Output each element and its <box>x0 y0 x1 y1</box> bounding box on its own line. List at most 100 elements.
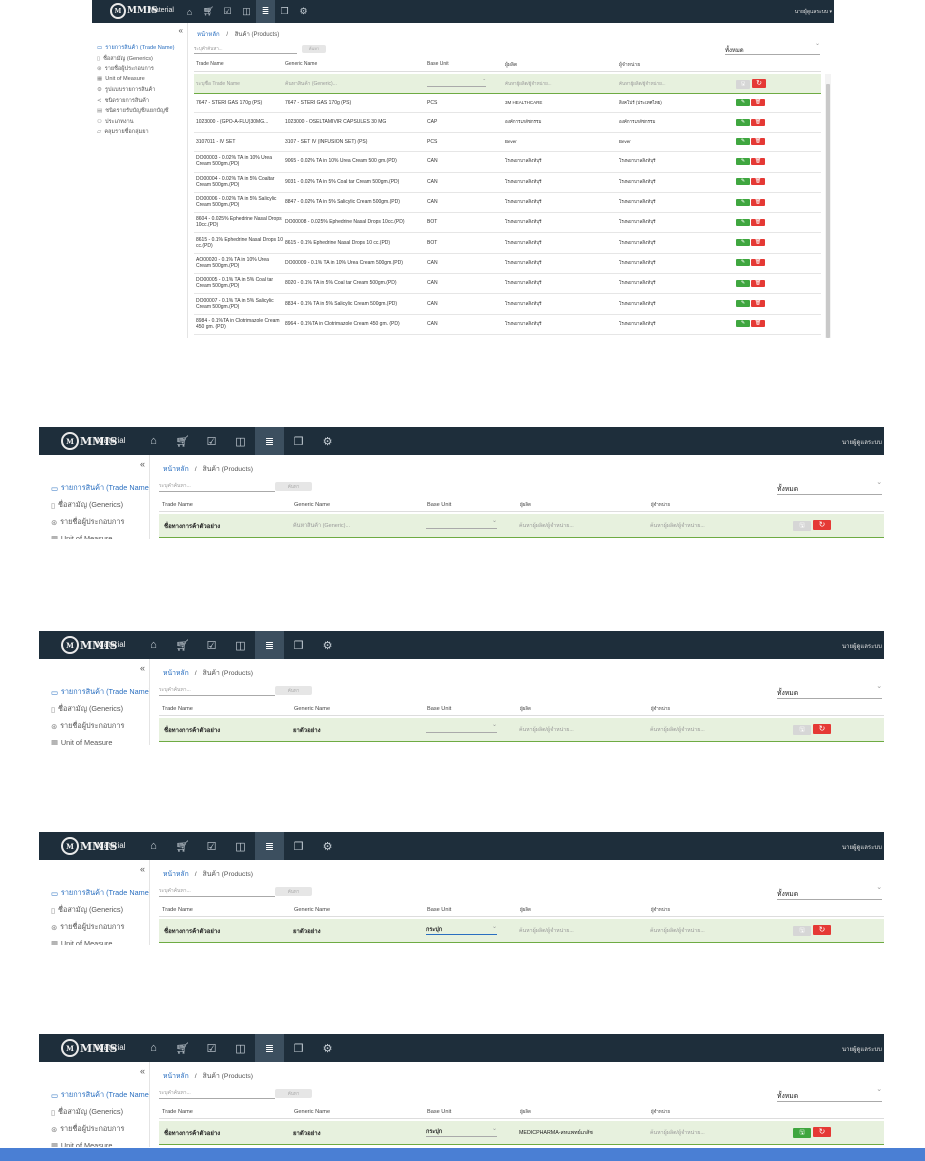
distributor-input[interactable]: ค้นหาผู้ผลิต/ผู้จำหน่าย... <box>650 522 705 529</box>
save-button[interactable]: 🖫︎ <box>793 1128 811 1138</box>
trade-name-input[interactable]: ชื่อทางการค้าตัวอย่าง <box>164 1130 221 1137</box>
search-button[interactable]: ค้นหา <box>302 45 326 53</box>
sidebar-item-2[interactable]: ⊛ รายชื่อผู้ประกอบการ <box>51 922 124 933</box>
trade-name-input[interactable]: ชื่อทางการค้าตัวอย่าง <box>164 727 221 734</box>
check-box-icon[interactable]: ☑ <box>206 639 217 652</box>
card-icon[interactable]: ◫ <box>235 639 246 652</box>
edit-button[interactable]: ✎ <box>736 320 750 328</box>
card-icon[interactable]: ◫ <box>235 435 246 448</box>
sidebar-item-1[interactable]: ▯ ชื่อสามัญ (Generics) <box>51 704 123 715</box>
sidebar-item-0[interactable]: ▭ รายการสินค้า (Trade Name) <box>51 687 149 698</box>
status-filter-select[interactable]: ทั้งหมด ⌄ <box>777 1086 882 1102</box>
base-unit-select[interactable]: ⌄ <box>425 79 503 89</box>
home-icon[interactable]: ⌂ <box>150 840 157 852</box>
document-icon[interactable]: ❒ <box>280 6 289 16</box>
sidebar-item-0[interactable]: ▭ รายการสินค้า (Trade Name) <box>51 1090 149 1101</box>
trade-name-input[interactable]: ชื่อทางการค้าตัวอย่าง <box>164 928 221 935</box>
base-unit-select[interactable]: ⌄ <box>424 724 517 735</box>
generic-name-input[interactable]: ยาตัวอย่าง <box>293 1130 321 1137</box>
gear-icon[interactable]: ⚙ <box>299 6 308 16</box>
delete-button[interactable]: 🗑︎ <box>751 218 765 226</box>
database-icon[interactable]: ≣ <box>255 1034 284 1062</box>
collapse-sidebar-button[interactable]: « <box>139 1066 145 1076</box>
check-box-icon[interactable]: ☑ <box>223 6 232 16</box>
collapse-sidebar-button[interactable]: « <box>139 663 145 673</box>
sidebar-item-2[interactable]: ⊛ รายชื่อผู้ประกอบการ <box>51 517 124 528</box>
delete-button[interactable]: 🗑︎ <box>751 138 765 146</box>
sidebar-item-3[interactable]: ▦ Unit of Measure <box>51 534 112 539</box>
generic-name-input[interactable]: ค้นหาสินค้า (Generic)... <box>285 80 337 87</box>
gear-icon[interactable]: ⚙ <box>322 840 333 853</box>
edit-button[interactable]: ✎ <box>736 118 750 126</box>
refresh-button[interactable]: ↻ <box>813 520 831 530</box>
document-icon[interactable]: ❒ <box>293 840 304 853</box>
sidebar-item-2[interactable]: ⊛ รายชื่อผู้ประกอบการ <box>51 721 124 732</box>
edit-button[interactable]: ✎ <box>736 218 750 226</box>
manufacturer-input[interactable]: ค้นหาผู้ผลิต/ผู้จำหน่าย... <box>519 927 574 934</box>
search-input[interactable]: ระบุคำค้นหา... <box>159 482 275 492</box>
edit-button[interactable]: ✎ <box>736 259 750 267</box>
cart-icon[interactable]: 🛒︎ <box>175 639 190 652</box>
sidebar-item-1[interactable]: ▯ ชื่อสามัญ (Generics) <box>51 1107 123 1118</box>
manufacturer-input[interactable]: MEDICPHARMA-สหแพทย์เภสัช <box>519 1129 593 1136</box>
generic-name-input[interactable]: ยาตัวอย่าง <box>293 727 321 734</box>
card-icon[interactable]: ◫ <box>242 6 251 16</box>
search-button[interactable]: ค้นหา <box>275 887 312 896</box>
distributor-input[interactable]: ค้นหาผู้ผลิต/ผู้จำหน่าย... <box>650 726 705 733</box>
user-menu[interactable]: นายผู้ดูแลระบบ <box>841 644 882 650</box>
user-menu[interactable]: นายผู้ดูแลระบบ ▾ <box>794 9 832 15</box>
save-button[interactable]: 🖫︎ <box>793 725 811 735</box>
user-menu[interactable]: นายผู้ดูแลระบบ <box>841 845 882 851</box>
sidebar-item-1[interactable]: ▯ ชื่อสามัญ (Generics) <box>51 905 123 916</box>
sidebar-item-0[interactable]: ▭ รายการสินค้า (Trade Name) <box>97 44 175 52</box>
search-button[interactable]: ค้นหา <box>275 686 312 695</box>
search-input[interactable]: ระบุคำค้นหา... <box>159 887 275 897</box>
edit-button[interactable]: ✎ <box>736 300 750 308</box>
search-input[interactable]: ระบุคำค้นหา... <box>194 45 297 54</box>
sidebar-item-7[interactable]: ⚇ ประเภทงาน <box>97 118 134 126</box>
search-input[interactable]: ระบุคำค้นหา... <box>159 1089 275 1099</box>
check-box-icon[interactable]: ☑ <box>206 1042 217 1055</box>
sidebar-item-3[interactable]: ▦ Unit of Measure <box>97 76 145 82</box>
delete-button[interactable]: 🗑︎ <box>751 178 765 186</box>
home-icon[interactable]: ⌂ <box>150 1042 157 1054</box>
delete-button[interactable]: 🗑︎ <box>751 279 765 287</box>
user-menu[interactable]: นายผู้ดูแลระบบ <box>841 440 882 446</box>
distributor-input[interactable]: ค้นหาผู้ผลิต/ผู้จำหน่าย... <box>650 927 705 934</box>
delete-button[interactable]: 🗑︎ <box>751 259 765 267</box>
sidebar-item-5[interactable]: ≺ ชนิดรายการสินค้า <box>97 97 149 105</box>
distributor-input[interactable]: ค้นหาผู้ผลิต/ผู้จำหน่าย... <box>619 81 666 86</box>
delete-button[interactable]: 🗑︎ <box>751 198 765 206</box>
sidebar-item-3[interactable]: ▦ Unit of Measure <box>51 738 112 745</box>
search-input[interactable]: ระบุคำค้นหา... <box>159 686 275 696</box>
edit-button[interactable]: ✎ <box>736 279 750 287</box>
refresh-button[interactable]: ↻ <box>752 78 766 88</box>
sidebar-item-6[interactable]: ▤ ชนิดรายรับบัญชี/แยกบัญชี <box>97 107 169 115</box>
sidebar-item-8[interactable]: ▱ คลุมรายชื่อกลุ่มยา <box>97 128 149 136</box>
refresh-button[interactable]: ↻ <box>813 1127 831 1137</box>
sidebar-item-3[interactable]: ▦ Unit of Measure <box>51 1141 112 1147</box>
base-unit-select[interactable]: กระปุก ⌄ <box>424 926 517 935</box>
trade-name-input[interactable]: ชื่อทางการค้าตัวอย่าง <box>164 523 221 530</box>
refresh-button[interactable]: ↻ <box>813 724 831 734</box>
save-button[interactable]: 🖫︎ <box>793 521 811 531</box>
status-filter-select[interactable]: ทั้งหมด ⌄ <box>777 884 882 900</box>
search-button[interactable]: ค้นหา <box>275 482 312 491</box>
home-icon[interactable]: ⌂ <box>150 639 157 651</box>
collapse-sidebar-button[interactable]: « <box>139 459 145 469</box>
save-button[interactable]: 🖫︎ <box>736 79 750 89</box>
sidebar-item-2[interactable]: ⊛ รายชื่อผู้ประกอบการ <box>51 1124 124 1135</box>
cart-icon[interactable]: 🛒︎ <box>175 1042 190 1055</box>
database-icon[interactable]: ≣ <box>255 832 284 860</box>
breadcrumb-home-link[interactable]: หน้าหลัก <box>163 1073 189 1080</box>
collapse-sidebar-button[interactable]: « <box>139 864 145 874</box>
home-icon[interactable]: ⌂ <box>186 6 193 17</box>
sidebar-item-0[interactable]: ▭ รายการสินค้า (Trade Name) <box>51 483 149 494</box>
search-button[interactable]: ค้นหา <box>275 1089 312 1098</box>
document-icon[interactable]: ❒ <box>293 435 304 448</box>
home-icon[interactable]: ⌂ <box>150 435 157 447</box>
sidebar-item-2[interactable]: ⊛ รายชื่อผู้ประกอบการ <box>97 65 154 73</box>
cart-icon[interactable]: 🛒︎ <box>175 840 190 853</box>
status-filter-select[interactable]: ทั้งหมด ⌄ <box>725 41 820 55</box>
cart-icon[interactable]: 🛒︎ <box>175 435 190 448</box>
